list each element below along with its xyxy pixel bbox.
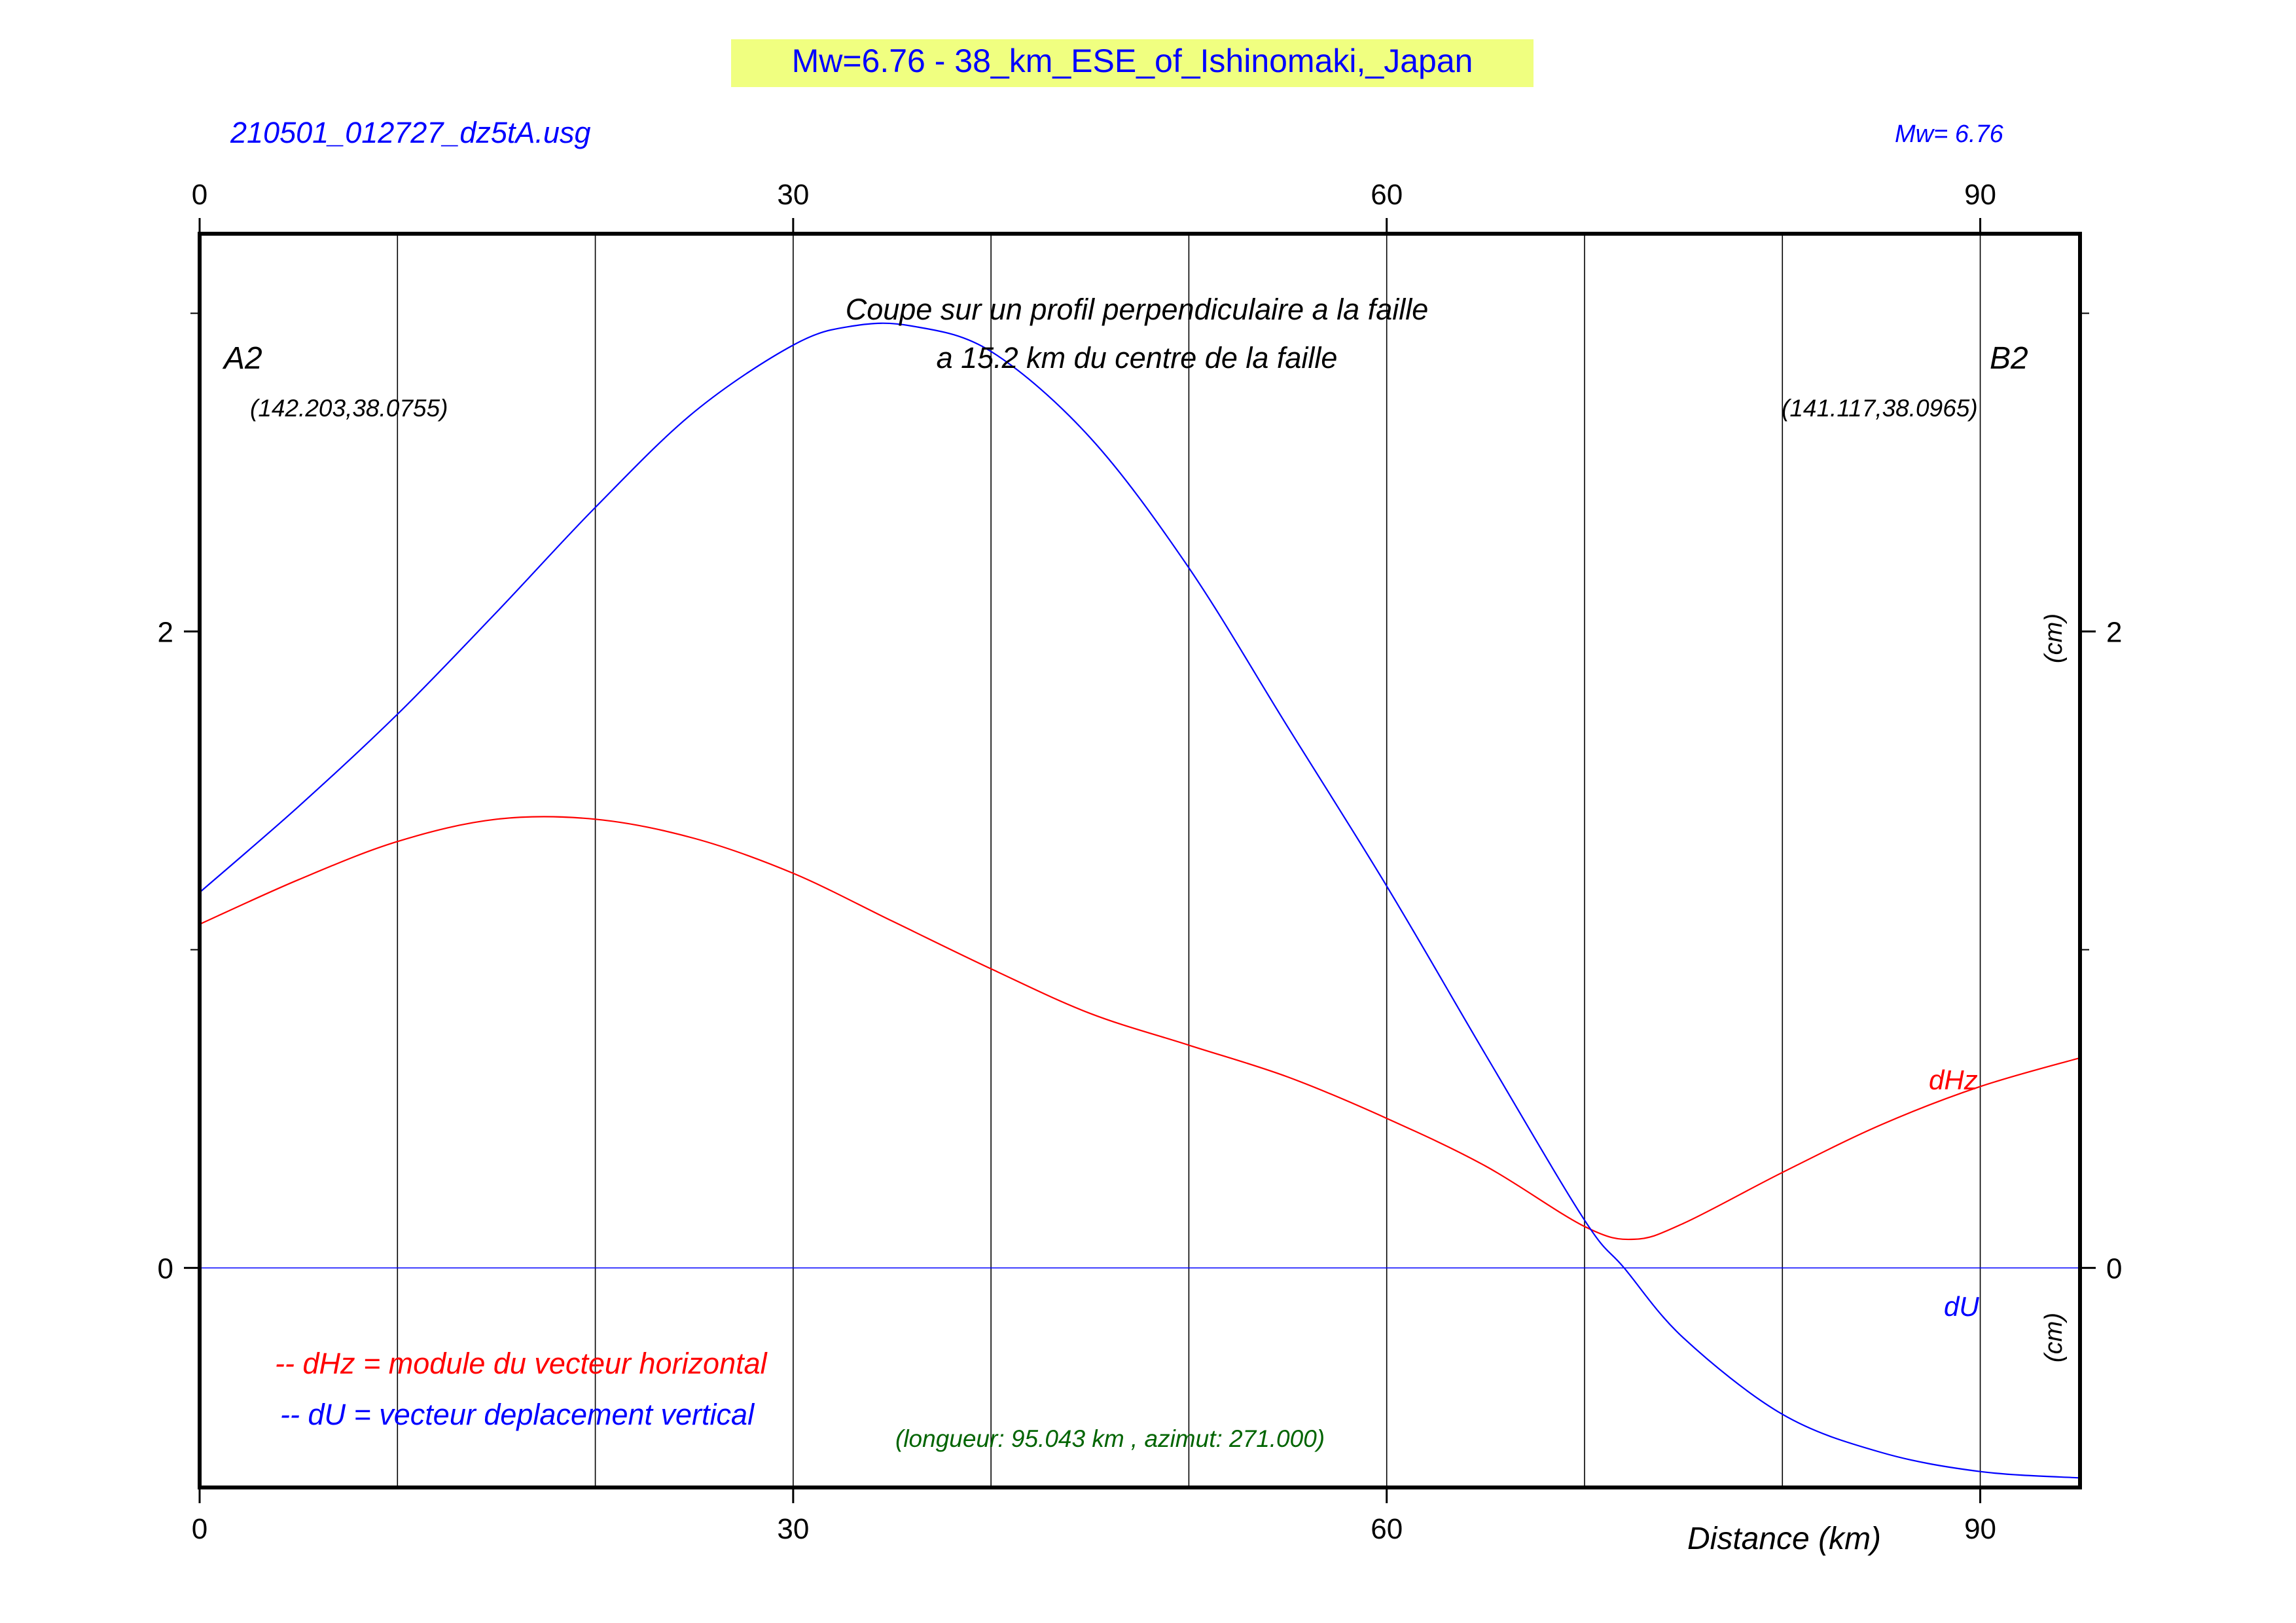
endpoint-a-coords: (142.203,38.0755) <box>250 395 448 422</box>
profile-info: (longueur: 95.043 km , azimut: 271.000) <box>895 1425 1325 1452</box>
series-line-du <box>199 322 2081 1479</box>
subtitle-line-2: a 15.2 km du centre de la faille <box>937 341 1338 374</box>
y-tick-label-left-0: 0 <box>158 1253 173 1285</box>
series-label-du: dU <box>1944 1291 1979 1322</box>
endpoint-b-coords: (141.117,38.0965) <box>1782 395 1978 422</box>
y-unit-label-upper: (cm) <box>2040 613 2068 663</box>
endpoint-b-name: B2 <box>1990 341 2028 376</box>
x-tick-label-bottom-60: 60 <box>1371 1513 1403 1545</box>
series-label-dhz: dHz <box>1929 1065 1978 1095</box>
x-axis-label: Distance (km) <box>1687 1522 1881 1556</box>
x-tick-label-top-0: 0 <box>192 179 207 211</box>
y-unit-label-lower: (cm) <box>2040 1313 2068 1362</box>
endpoint-a-name: A2 <box>222 341 262 376</box>
x-tick-label-top-90: 90 <box>1964 179 1996 211</box>
subtitle-line-1: Coupe sur un profil perpendiculaire a la… <box>846 293 1429 326</box>
legend-dhz: -- dHz = module du vecteur horizontal <box>275 1347 768 1380</box>
title-background <box>731 39 1534 87</box>
series-lines <box>199 322 2081 1479</box>
mw-label: Mw= 6.76 <box>1895 120 2004 148</box>
chart-title: Mw=6.76 - 38_km_ESE_of_Ishinomaki,_Japan <box>792 43 1473 79</box>
plot-frame <box>198 232 2082 1489</box>
x-tick-label-top-60: 60 <box>1371 179 1403 211</box>
gridlines <box>397 234 1981 1487</box>
y-tick-label-left-2: 2 <box>158 617 173 649</box>
x-tick-label-top-30: 30 <box>777 179 809 211</box>
frame-border <box>198 232 2082 1489</box>
x-tick-label-bottom-30: 30 <box>777 1513 809 1545</box>
file-label: 210501_012727_dz5tA.usg <box>230 116 591 149</box>
x-tick-label-bottom-0: 0 <box>192 1513 207 1545</box>
axis-ticks: 0 0 30 30 60 60 90 90 0 0 2 2 <box>158 179 2123 1545</box>
y-tick-label-right-0: 0 <box>2106 1253 2122 1285</box>
y-tick-label-right-2: 2 <box>2106 617 2122 649</box>
series-line-dhz <box>199 816 2081 1241</box>
legend-du: -- dU = vecteur deplacement vertical <box>280 1398 755 1431</box>
x-tick-label-bottom-90: 90 <box>1964 1513 1996 1545</box>
